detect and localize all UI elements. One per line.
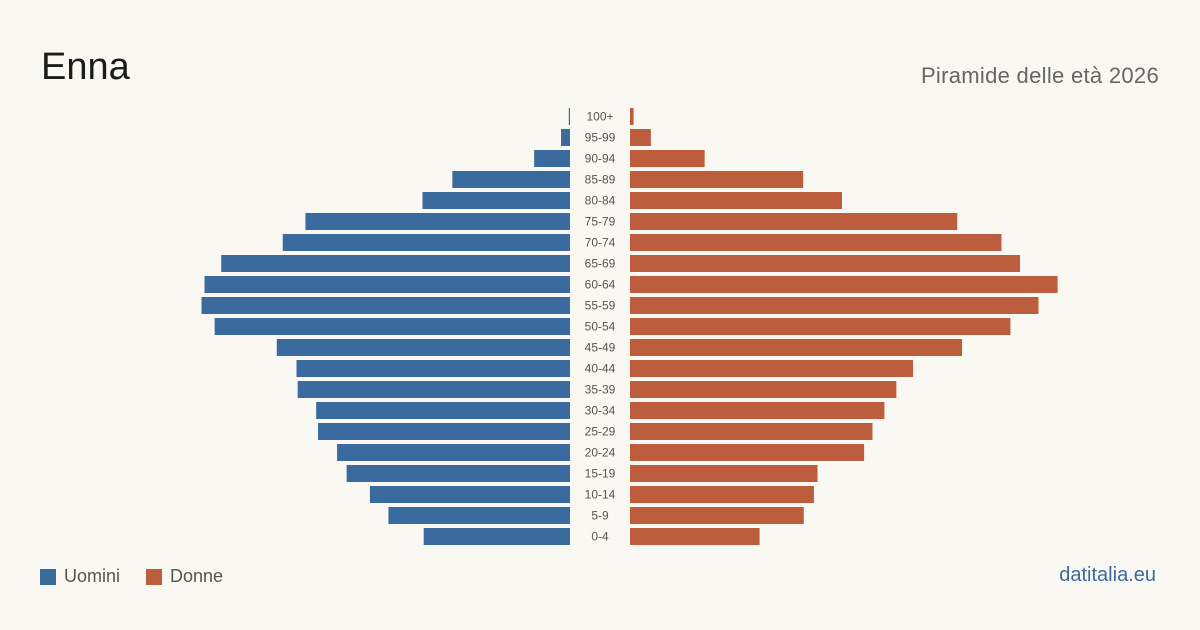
- age-label-15-19: 15-19: [585, 467, 616, 481]
- bar-women-60-64: [630, 276, 1058, 293]
- bar-men-55-59: [201, 297, 570, 314]
- bar-women-0-4: [630, 528, 760, 545]
- bar-women-70-74: [630, 234, 1002, 251]
- bar-women-35-39: [630, 381, 897, 398]
- page-title: Enna: [41, 46, 130, 88]
- age-label-65-69: 65-69: [585, 257, 616, 271]
- age-label-85-89: 85-89: [585, 173, 616, 187]
- age-label-70-74: 70-74: [585, 236, 616, 250]
- bar-men-0-4: [423, 528, 570, 545]
- bar-men-90-94: [534, 150, 570, 167]
- age-label-75-79: 75-79: [585, 215, 616, 229]
- chart-subtitle: Piramide delle età 2026: [920, 63, 1159, 88]
- age-label-90-94: 90-94: [585, 152, 616, 166]
- age-label-35-39: 35-39: [585, 383, 616, 397]
- bar-men-40-44: [296, 360, 570, 377]
- bar-women-50-54: [630, 318, 1011, 335]
- bar-women-45-49: [630, 339, 963, 356]
- legend-swatch-women: [146, 568, 163, 585]
- bar-women-25-29: [630, 423, 873, 440]
- bar-men-100plus: [568, 108, 570, 125]
- bar-men-35-39: [297, 381, 570, 398]
- bar-men-95-99: [561, 129, 570, 146]
- bar-women-5-9: [630, 507, 804, 524]
- age-label-55-59: 55-59: [585, 299, 616, 313]
- bar-women-30-34: [630, 402, 885, 419]
- age-label-95-99: 95-99: [585, 131, 616, 145]
- bar-women-55-59: [630, 297, 1039, 314]
- legend-swatch-men: [40, 568, 56, 585]
- bar-men-75-79: [305, 213, 570, 230]
- bar-women-100plus: [630, 108, 634, 125]
- bar-men-20-24: [337, 444, 570, 461]
- bar-women-80-84: [630, 192, 843, 209]
- bar-men-85-89: [452, 171, 570, 188]
- age-label-5-9: 5-9: [591, 509, 609, 523]
- age-label-50-54: 50-54: [585, 320, 616, 334]
- bar-men-25-29: [317, 423, 570, 440]
- age-label-60-64: 60-64: [585, 278, 616, 292]
- men-bars: [201, 108, 570, 545]
- age-label-20-24: 20-24: [585, 446, 616, 460]
- bar-men-15-19: [346, 465, 570, 482]
- bar-men-5-9: [388, 507, 570, 524]
- age-label-80-84: 80-84: [585, 194, 616, 208]
- bar-women-20-24: [630, 444, 865, 461]
- bar-men-80-84: [422, 192, 570, 209]
- bar-women-95-99: [630, 129, 651, 146]
- brand-link[interactable]: datitalia.eu: [1059, 564, 1156, 586]
- age-label-45-49: 45-49: [585, 341, 616, 355]
- bar-women-90-94: [630, 150, 705, 167]
- bar-women-10-14: [630, 486, 814, 503]
- bar-men-10-14: [369, 486, 570, 503]
- legend-label-women: Donne: [170, 566, 224, 586]
- legend-item-women: Donne: [146, 566, 223, 587]
- women-bars: [630, 108, 1058, 545]
- bar-men-60-64: [204, 276, 570, 293]
- age-label-40-44: 40-44: [585, 362, 616, 376]
- bar-women-40-44: [630, 360, 914, 377]
- legend: Uomini Donne: [40, 566, 249, 587]
- bar-women-85-89: [630, 171, 804, 188]
- legend-label-men: Uomini: [64, 566, 121, 586]
- bar-men-30-34: [316, 402, 570, 419]
- bar-men-45-49: [276, 339, 570, 356]
- bar-women-15-19: [630, 465, 818, 482]
- bar-men-65-69: [221, 255, 570, 272]
- age-label-10-14: 10-14: [585, 488, 616, 502]
- bar-men-70-74: [282, 234, 570, 251]
- bar-men-50-54: [214, 318, 570, 335]
- age-label-25-29: 25-29: [585, 425, 616, 439]
- age-label-0-4: 0-4: [591, 530, 609, 544]
- bar-women-75-79: [630, 213, 958, 230]
- bar-women-65-69: [630, 255, 1020, 272]
- age-label-30-34: 30-34: [585, 404, 616, 418]
- age-label-100plus: 100+: [586, 110, 613, 124]
- legend-item-men: Uomini: [40, 566, 120, 587]
- age-labels: 100+ 95-99 90-94 85-89 80-84 75-79 70-74 65-69 6…: [585, 110, 616, 544]
